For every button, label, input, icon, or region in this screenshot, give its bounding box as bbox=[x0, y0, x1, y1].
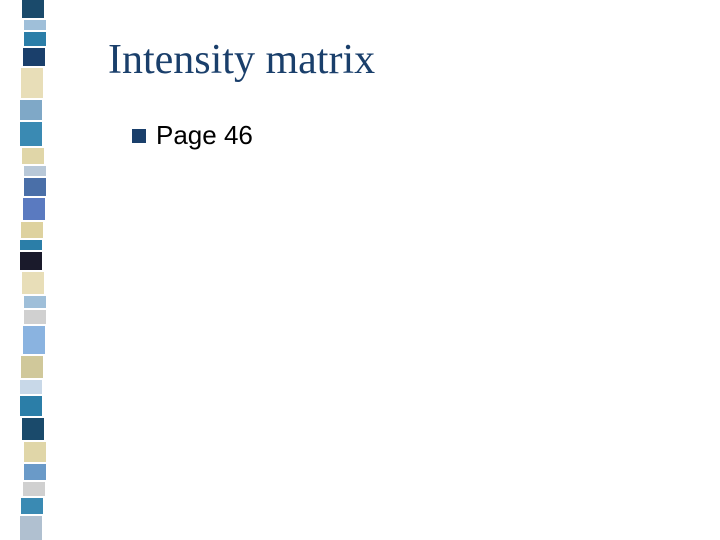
stripe-segment bbox=[24, 178, 46, 196]
bullet-item: Page 46 bbox=[132, 120, 253, 151]
stripe-segment bbox=[20, 122, 42, 146]
stripe-segment bbox=[22, 148, 44, 164]
stripe-segment bbox=[20, 252, 42, 270]
stripe-segment bbox=[24, 464, 46, 480]
sidebar-stripe bbox=[22, 0, 44, 540]
stripe-segment bbox=[24, 296, 46, 308]
stripe-segment bbox=[21, 68, 43, 98]
stripe-segment bbox=[20, 380, 42, 394]
stripe-segment bbox=[21, 498, 43, 514]
stripe-segment bbox=[22, 272, 44, 294]
stripe-segment bbox=[23, 48, 45, 66]
stripe-segment bbox=[20, 396, 42, 416]
bullet-square-icon bbox=[132, 129, 146, 143]
stripe-segment bbox=[22, 0, 44, 18]
stripe-segment bbox=[20, 100, 42, 120]
stripe-segment bbox=[23, 326, 45, 354]
stripe-segment bbox=[24, 442, 46, 462]
slide-title: Intensity matrix bbox=[108, 36, 375, 84]
bullet-label: Page 46 bbox=[156, 120, 253, 151]
stripe-segment bbox=[21, 356, 43, 378]
stripe-segment bbox=[24, 20, 46, 30]
stripe-segment bbox=[20, 240, 42, 250]
stripe-segment bbox=[24, 166, 46, 176]
stripe-segment bbox=[24, 32, 46, 46]
stripe-segment bbox=[23, 482, 45, 496]
stripe-segment bbox=[22, 418, 44, 440]
stripe-segment bbox=[20, 516, 42, 540]
stripe-segment bbox=[21, 222, 43, 238]
stripe-segment bbox=[23, 198, 45, 220]
stripe-segment bbox=[24, 310, 46, 324]
